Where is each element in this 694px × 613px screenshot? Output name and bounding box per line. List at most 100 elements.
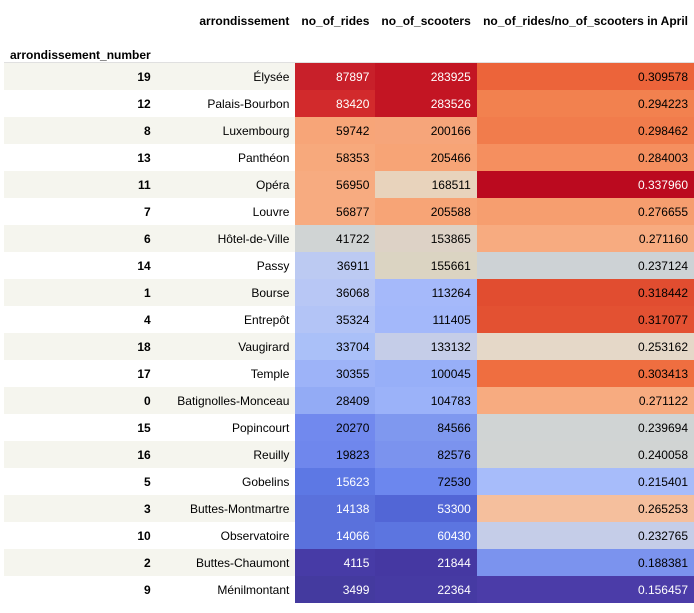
ratio-cell: 0.188381 [476,549,694,576]
ratio-cell: 0.298462 [476,117,694,144]
row-index-cell: 7 [144,204,151,219]
row-index-cell: 6 [4,225,157,252]
table-row: 19 Élysée 87897 283925 0.309578 [4,62,694,90]
scooters-cell: 113264 [375,279,477,306]
ratio-cell: 0.265253 [476,495,694,522]
row-index-cell: 5 [144,474,151,489]
ratio-cell: 0.318442 [476,279,694,306]
scooters-cell: 22364 [375,576,477,603]
rides-cell: 4115 [295,549,376,576]
rides-cell: 33704 [295,333,376,360]
rides-cell: 15623 [295,468,376,495]
rides-cell: 58353 [295,144,376,171]
table-row: 9 Ménilmontant 3499 22364 0.156457 [4,576,694,603]
table-row: 12 Palais-Bourbon 83420 283526 0.294223 [4,90,694,117]
rides-cell: 19823 [295,441,376,468]
arrondissement-cell: Élysée [156,62,296,90]
ratio-cell: 0.240058 [476,441,694,468]
arrondissement-cell: Reuilly [156,441,296,468]
table-row: 13 Panthéon 58353 205466 0.284003 [4,144,694,171]
row-index-cell: 18 [4,333,157,360]
arrondissement-cell: Buttes-Montmartre [156,495,296,522]
scooters-cell: 100045 [375,360,477,387]
ratio-cell: 0.215401 [476,468,694,495]
arrondissement-cell: Buttes-Chaumont [156,549,296,576]
scooters-cell: 53300 [375,495,477,522]
scooters-cell: 283925 [375,62,477,90]
row-index-cell: 9 [144,582,151,597]
table-body: 19 Élysée 87897 283925 0.309578 12 Palais-Bour… [4,62,694,603]
rides-cell: 41722 [295,225,376,252]
rides-cell: 30355 [295,360,376,387]
row-index-cell: 3 [4,495,157,522]
table-row: 7 Louvre 56877 205588 0.276655 [4,198,694,225]
scooters-cell: 111405 [375,306,477,333]
styled-dataframe-table: arrondissement no_of_rides no_of_scooter… [4,6,694,603]
scooters-cell: 82576 [375,441,477,468]
ratio-cell: 0.271122 [476,387,694,414]
ratio-cell: 0.253162 [476,333,694,360]
ratio-cell: 0.317077 [476,306,694,333]
arrondissement-cell: Passy [256,258,290,273]
row-index-cell: 1 [4,279,157,306]
row-index-cell: 8 [4,117,157,144]
rides-cell: 59742 [295,117,376,144]
table-row: 11 Opéra 56950 168511 0.337960 [4,171,694,198]
index-name-header: arrondissement_number [4,28,157,63]
rides-cell: 36911 [295,252,376,279]
scooters-cell: 153865 [375,225,477,252]
arrondissement-cell: Batignolles-Monceau [156,387,296,414]
scooters-cell: 84566 [375,414,477,441]
arrondissement-cell: Bourse [156,279,296,306]
column-header-ratio: no_of_rides/no_of_scooters in April [483,14,688,28]
scooters-cell: 205588 [375,198,477,225]
index-name-row: arrondissement_number [4,28,694,63]
column-header-row: arrondissement no_of_rides no_of_scooter… [4,6,694,28]
row-index-cell: 10 [137,528,151,543]
scooters-cell: 21844 [375,549,477,576]
rides-cell: 20270 [295,414,376,441]
arrondissement-cell: Observatoire [220,528,290,543]
table-row: 17 Temple 30355 100045 0.303413 [4,360,694,387]
arrondissement-cell: Vaugirard [156,333,296,360]
arrondissement-cell: Palais-Bourbon [207,96,290,111]
blank-header-cell [4,6,157,28]
arrondissement-cell: Popincourt [232,420,290,435]
row-index-cell: 14 [137,258,151,273]
table-row: 2 Buttes-Chaumont 4115 21844 0.188381 [4,549,694,576]
table-row: 0 Batignolles-Monceau 28409 104783 0.271122 [4,387,694,414]
arrondissement-cell: Ménilmontant [217,582,290,597]
rides-cell: 56877 [295,198,376,225]
ratio-cell: 0.232765 [476,522,694,549]
table-row: 5 Gobelins 15623 72530 0.215401 [4,468,694,495]
rides-cell: 14066 [295,522,376,549]
table-row: 18 Vaugirard 33704 133132 0.253162 [4,333,694,360]
rides-cell: 35324 [295,306,376,333]
rides-cell: 28409 [295,387,376,414]
row-index-cell: 16 [4,441,157,468]
ratio-cell: 0.271160 [476,225,694,252]
row-index-cell: 2 [4,549,157,576]
ratio-cell: 0.303413 [476,360,694,387]
ratio-cell: 0.294223 [476,90,694,117]
scooters-cell: 104783 [375,387,477,414]
table-row: 6 Hôtel-de-Ville 41722 153865 0.271160 [4,225,694,252]
arrondissement-cell: Gobelins [242,474,290,489]
row-index-cell: 11 [4,171,157,198]
scooters-cell: 205466 [375,144,477,171]
row-index-cell: 15 [137,420,151,435]
arrondissement-cell: Opéra [156,171,296,198]
row-index-cell: 13 [137,150,151,165]
row-index-cell: 12 [137,96,151,111]
column-header-no-of-rides: no_of_rides [301,14,370,28]
arrondissement-cell: Luxembourg [156,117,296,144]
ratio-cell: 0.337960 [476,171,694,198]
row-index-cell: 4 [144,312,151,327]
row-index-cell: 17 [137,366,151,381]
table-row: 3 Buttes-Montmartre 14138 53300 0.265253 [4,495,694,522]
scooters-cell: 60430 [375,522,477,549]
arrondissement-cell: Panthéon [237,150,290,165]
table-row: 4 Entrepôt 35324 111405 0.317077 [4,306,694,333]
scooters-cell: 133132 [375,333,477,360]
table-row: 1 Bourse 36068 113264 0.318442 [4,279,694,306]
